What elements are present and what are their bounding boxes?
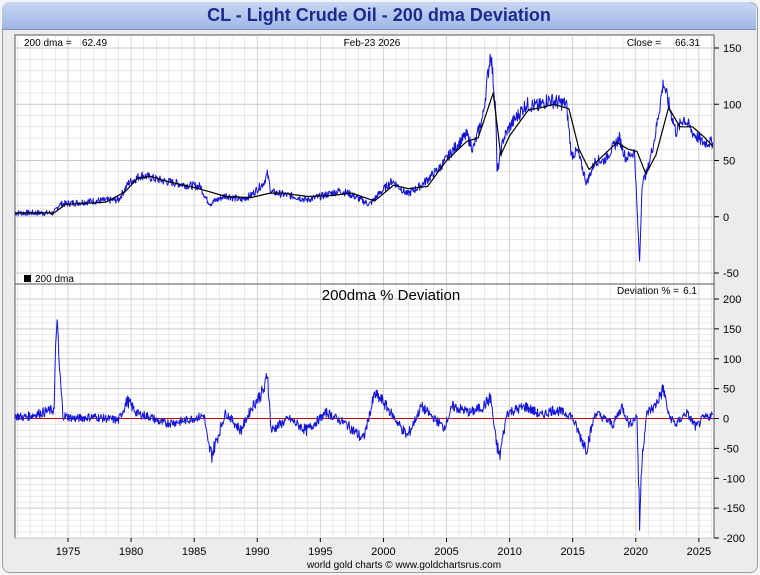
price-y-tick-label: 150 <box>723 43 741 55</box>
deviation-y-tick-label: -100 <box>723 473 745 485</box>
dma-info-label: 200 dma = <box>24 38 72 49</box>
deviation-info-label: Deviation % = <box>617 286 679 297</box>
deviation-y-tick-label: -150 <box>723 503 745 515</box>
x-tick-label: 2025 <box>687 546 711 558</box>
x-tick-label: 1985 <box>182 546 206 558</box>
date-info: Feb-23 2026 <box>344 38 401 49</box>
deviation-y-tick-label: 100 <box>723 354 741 366</box>
price-series-line <box>14 53 714 262</box>
deviation-y-tick-label: 150 <box>723 324 741 336</box>
close-info-value: 66.31 <box>675 38 700 49</box>
deviation-y-tick-label: 50 <box>723 384 735 396</box>
x-tick-label: 2005 <box>434 546 458 558</box>
x-tick-label: 2000 <box>371 546 395 558</box>
chart-title: CL - Light Crude Oil - 200 dma Deviation <box>2 2 756 30</box>
deviation-title: 200dma % Deviation <box>322 287 460 304</box>
dma-info-value: 62.49 <box>82 38 107 49</box>
deviation-y-tick-label: 200 <box>723 294 741 306</box>
price-y-tick-label: 100 <box>723 99 741 111</box>
price-y-tick-label: 50 <box>723 156 735 168</box>
footer-credit: world gold charts © www.goldchartsrus.co… <box>306 560 501 571</box>
deviation-y-tick-label: -50 <box>723 443 739 455</box>
x-tick-label: 2020 <box>624 546 648 558</box>
deviation-info-value: 6.1 <box>683 286 697 297</box>
tick-labels: -50 0 50 100 150 -200 -150 -100 -50 0 50 100 150 200 1… <box>56 43 745 558</box>
close-info-label: Close = <box>627 38 661 49</box>
x-tick-label: 2015 <box>560 546 584 558</box>
x-tick-label: 2010 <box>497 546 521 558</box>
price-y-tick-label: 0 <box>723 212 729 224</box>
legend-label-dma: 200 dma <box>35 274 74 285</box>
series-layer <box>14 53 714 531</box>
deviation-series-line <box>14 319 714 531</box>
legend-swatch-dma <box>24 275 31 282</box>
x-tick-label: 1980 <box>119 546 143 558</box>
x-tick-label: 1990 <box>245 546 269 558</box>
dma-series-line <box>14 92 714 214</box>
x-tick-label: 1975 <box>56 546 80 558</box>
deviation-y-tick-label: -200 <box>723 533 745 545</box>
x-tick-label: 1995 <box>308 546 332 558</box>
deviation-y-tick-label: 0 <box>723 414 729 426</box>
price-y-tick-label: -50 <box>723 268 739 280</box>
